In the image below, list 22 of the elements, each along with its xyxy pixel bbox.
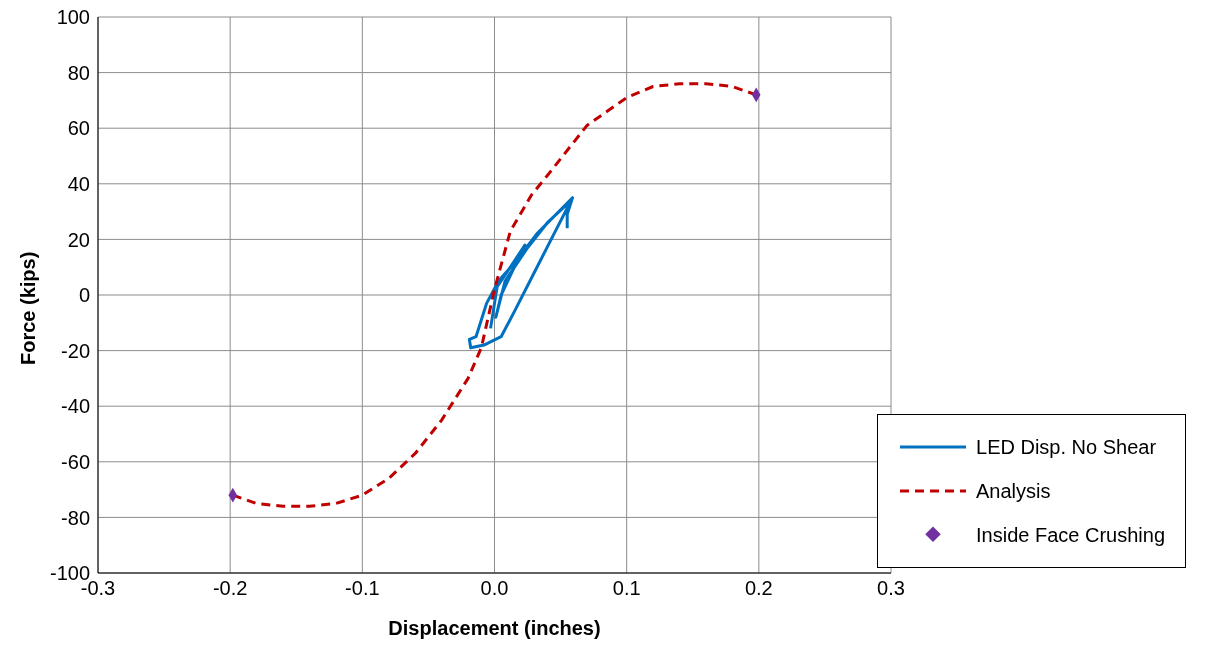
x-tick-label: -0.2 [212, 577, 248, 600]
y-tick-label: -60 [61, 450, 90, 473]
y-tick-label: 0 [78, 284, 90, 307]
legend-label: Inside Face Crushing [976, 523, 1165, 548]
y-tick-label: 100 [56, 6, 90, 29]
y-axis-title: Force (kips) [17, 251, 40, 365]
y-tick-label: -80 [61, 506, 90, 529]
y-tick-label: 20 [67, 228, 90, 251]
x-tick-label: -0.1 [345, 577, 380, 600]
legend-label: LED Disp. No Shear [976, 435, 1157, 460]
line-series [467, 196, 574, 350]
x-tick-label: 0.3 [877, 577, 905, 600]
y-tick-label: 60 [67, 117, 90, 140]
y-tick-label: 80 [67, 61, 90, 84]
x-tick-label: 0.1 [612, 577, 641, 600]
legend-label: Analysis [976, 479, 1051, 504]
y-tick-label: -40 [61, 395, 90, 418]
x-tick-label: 0.0 [480, 577, 509, 600]
x-tick-label: 0.2 [744, 577, 773, 600]
x-axis-title: Displacement (inches) [388, 617, 601, 639]
y-tick-label: -20 [61, 339, 90, 362]
y-tick-label: 40 [67, 172, 90, 195]
